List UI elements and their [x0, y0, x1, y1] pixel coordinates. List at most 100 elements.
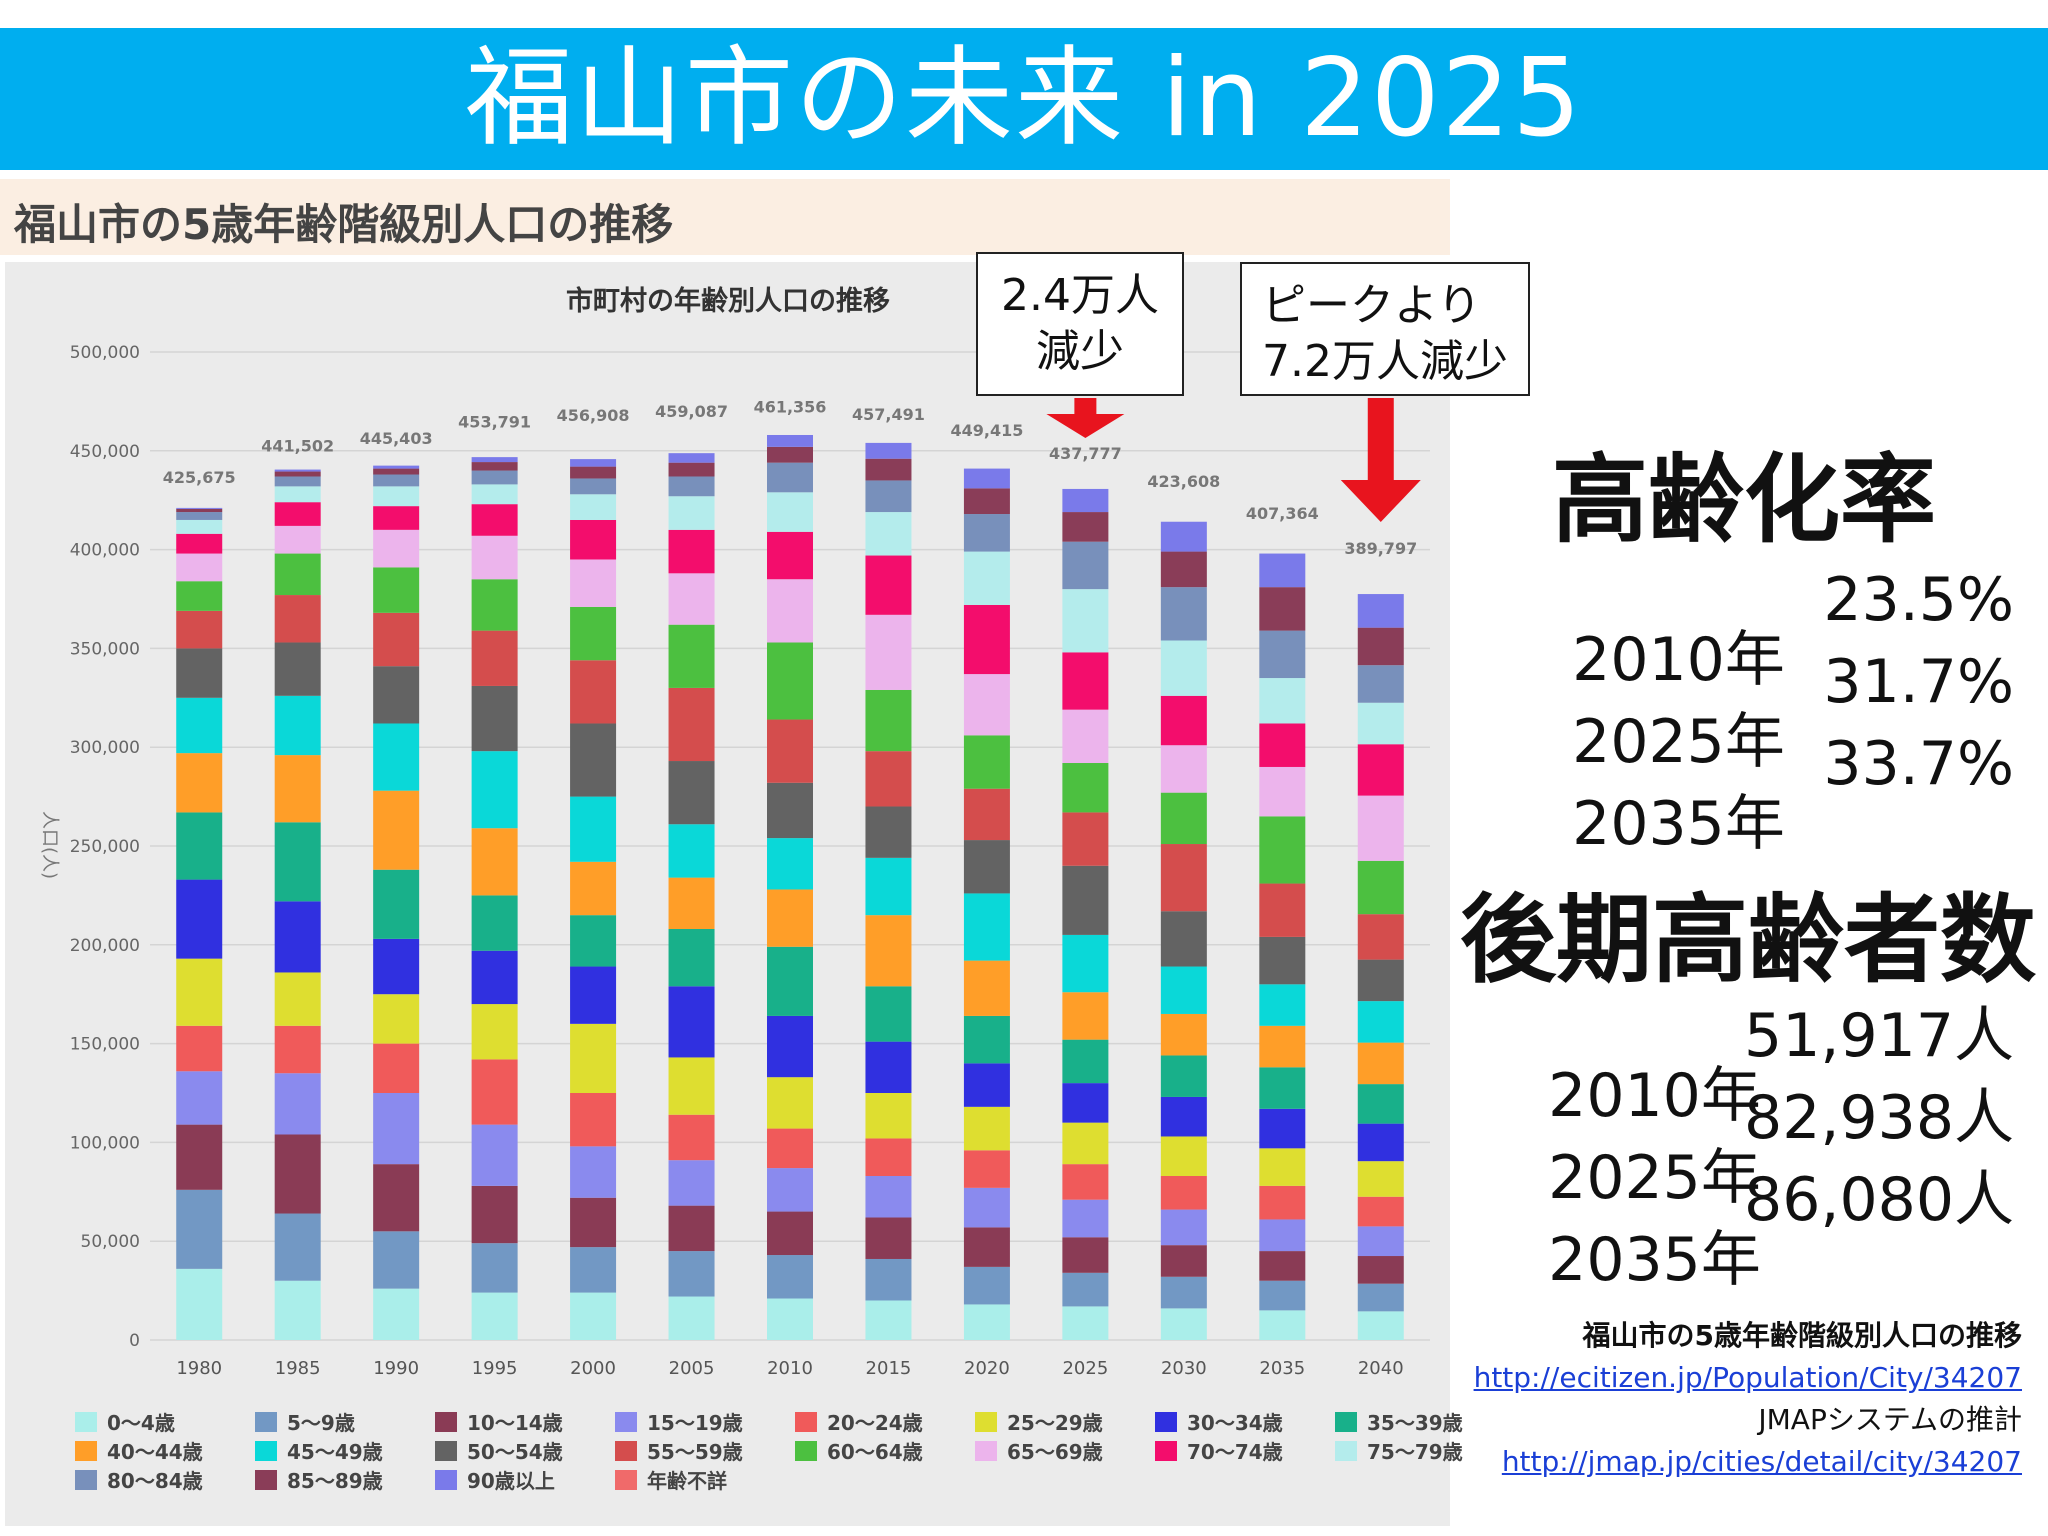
bar-segment [570, 1023, 617, 1093]
legend-swatch [435, 1441, 457, 1461]
total-label: 441,502 [261, 437, 334, 456]
source-link-1[interactable]: http://ecitizen.jp/Population/City/34207 [1473, 1361, 2022, 1394]
total-label: 389,797 [1344, 539, 1417, 558]
bar-segment [1062, 709, 1109, 764]
total-label: 423,608 [1147, 472, 1220, 491]
bar-segment [471, 630, 518, 686]
bar-segment [1160, 1096, 1207, 1137]
legend-label: 0～4歳 [107, 1411, 175, 1435]
total-label: 437,777 [1049, 444, 1122, 463]
x-tick-label: 2010 [767, 1358, 813, 1379]
bar-segment [865, 915, 912, 987]
bar-segment [570, 1093, 617, 1147]
bar-segment [471, 457, 518, 463]
late-elderly-heading: 後期高齢者数 [1460, 884, 2036, 996]
aging-rate-year: 2025年 [1572, 707, 1785, 777]
bar-segment [963, 1106, 1010, 1151]
bar-segment [570, 478, 617, 495]
x-tick-label: 2015 [866, 1358, 912, 1379]
bar-segment [767, 1128, 813, 1169]
bar-segment [373, 869, 420, 939]
bar-segment [1357, 1226, 1404, 1257]
bar-segment [1062, 1164, 1109, 1200]
total-label: 456,908 [557, 406, 630, 425]
x-tick-label: 2020 [964, 1358, 1010, 1379]
bar-segment [1160, 1175, 1207, 1210]
bar-segment [1062, 763, 1109, 813]
legend-swatch [615, 1441, 637, 1461]
bar-segment [1357, 665, 1404, 703]
bar-segment [373, 1164, 420, 1232]
bar-segment [865, 442, 912, 459]
bar-segment [373, 1043, 420, 1093]
bar-segment [1062, 812, 1109, 866]
bar-segment [1357, 702, 1404, 745]
bar-segment [668, 687, 715, 762]
bar-segment [865, 1258, 912, 1301]
legend-label: 50～54歳 [467, 1440, 563, 1464]
legend-swatch [975, 1412, 997, 1432]
bar-segment [963, 1304, 1010, 1340]
bar-segment [373, 1093, 420, 1165]
bar-segment [767, 1168, 813, 1212]
bar-segment [1259, 553, 1306, 588]
bar-segment [1357, 1256, 1404, 1284]
legend-label: 15～19歳 [647, 1411, 743, 1435]
bar-segment [1259, 678, 1306, 724]
bar-segment [373, 612, 420, 667]
source-link-2[interactable]: http://jmap.jp/cities/detail/city/34207 [1501, 1445, 2022, 1478]
bar-segment [865, 512, 912, 556]
bar-segment [1160, 1055, 1207, 1097]
total-label: 461,356 [754, 397, 827, 416]
legend-swatch [795, 1412, 817, 1432]
bar-segment [570, 466, 617, 479]
bar-segment [963, 1150, 1010, 1188]
bar-segment [176, 1025, 223, 1072]
aging-rate-row: 2025年 [1534, 652, 1785, 772]
bar-segment [865, 857, 912, 916]
bar-segment [570, 1197, 617, 1248]
bar-segment [176, 1189, 223, 1269]
bar-segment [1062, 992, 1109, 1040]
bar-segment [963, 960, 1010, 1016]
late-elderly-year: 2025年 [1548, 1143, 1761, 1213]
bar-segment [373, 723, 420, 791]
callout-2025-decrease: 2.4万人 減少 [976, 252, 1184, 396]
legend-swatch [615, 1412, 637, 1432]
legend-swatch [1155, 1441, 1177, 1461]
bar-segment [570, 1247, 617, 1293]
chart-title: 市町村の年齢別人口の推移 [566, 285, 890, 317]
x-tick-label: 1985 [275, 1358, 321, 1379]
bar-segment [176, 697, 223, 754]
y-tick-label: 100,000 [70, 1133, 140, 1153]
legend-swatch [75, 1441, 97, 1461]
x-tick-label: 1995 [472, 1358, 518, 1379]
bar-segment [373, 666, 420, 724]
bar-segment [471, 1004, 518, 1060]
aging-rate-value: 23.5% [1823, 565, 2014, 635]
bar-segment [1357, 1161, 1404, 1197]
late-elderly-value: 86,080人 [1744, 1165, 2014, 1235]
chart-panel [5, 262, 1450, 1526]
bar-segment [1357, 744, 1404, 796]
y-tick-label: 250,000 [70, 837, 140, 857]
late-elderly-row: 2025年 [1510, 1088, 1761, 1208]
bar-segment [963, 840, 1010, 894]
legend-label: 20～24歳 [827, 1411, 923, 1435]
legend-swatch [1335, 1441, 1357, 1461]
late-elderly-row: 2035年 [1510, 1170, 1761, 1290]
bar-segment [963, 1015, 1010, 1064]
legend-label: 55～59歳 [647, 1440, 743, 1464]
bar-segment [767, 889, 813, 947]
down-arrow [1340, 398, 1421, 522]
bar-segment [1160, 1136, 1207, 1176]
x-tick-label: 1980 [176, 1358, 222, 1379]
legend-swatch [75, 1470, 97, 1490]
bar-segment [176, 1268, 223, 1340]
bar-segment [274, 471, 321, 477]
bar-segment [176, 610, 223, 649]
bar-segment [1160, 1245, 1207, 1277]
late-elderly-year: 2010年 [1548, 1061, 1761, 1131]
bar-segment [668, 1205, 715, 1252]
